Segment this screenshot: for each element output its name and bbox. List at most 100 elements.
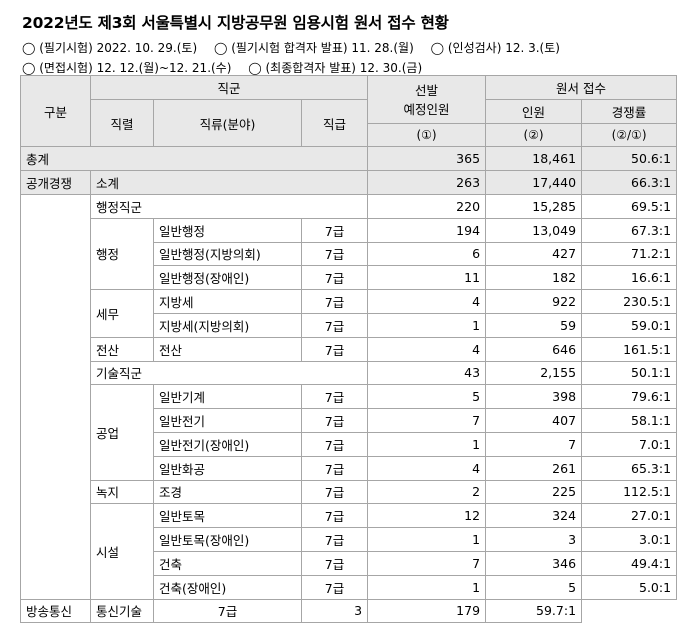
table-row: 지방세(지방의회) 7급 1 59 59.0:1: [21, 312, 678, 338]
table-row: 일반화공 7급 4 261 65.3:1: [21, 455, 678, 481]
series-cell: 전산: [90, 336, 154, 362]
ratio-cell: 27.0:1: [581, 503, 678, 529]
applicants-cell: 182: [485, 265, 583, 291]
header-selection: 선발 예정인원: [367, 75, 487, 124]
grade-cell: 7급: [300, 241, 369, 267]
table-row: 녹지 조경 7급 2 225 112.5:1: [21, 479, 678, 505]
series-cell: 방송통신: [20, 598, 91, 623]
ratio-cell: 66.3:1: [581, 170, 678, 195]
schedule-written-result: ◯ (필기시험 합격자 발표) 11. 28.(월): [213, 41, 414, 55]
ratio-cell: 7.0:1: [581, 431, 678, 457]
grade-cell: 7급: [300, 479, 369, 505]
selection-cell: 1: [367, 574, 487, 600]
grade-cell: 7급: [300, 431, 369, 457]
field-cell: 일반전기: [153, 408, 302, 433]
applicants-cell: 2,155: [485, 360, 583, 386]
ratio-cell: 65.3:1: [581, 455, 678, 481]
table-row-admin-group: 행정직군 220 15,285 69.5:1: [20, 193, 678, 600]
applicants-cell: 407: [485, 408, 583, 433]
selection-cell: 4: [367, 289, 487, 314]
applicants-cell: 7: [485, 431, 583, 457]
row-label: 소계: [89, 170, 369, 195]
selection-cell: 263: [367, 170, 487, 195]
series-cell: 시설: [90, 503, 154, 600]
applicants-cell: 18,461: [485, 146, 583, 172]
applicants-cell: 398: [485, 384, 583, 410]
selection-cell: 4: [367, 336, 487, 362]
applicants-cell: 225: [485, 479, 583, 505]
header-applicants-ref: (②): [485, 122, 583, 148]
table-row: 시설 일반토목 7급 12 324 27.0:1: [21, 503, 678, 600]
table-row: 일반토목(장애인) 7급 1 3 3.0:1: [21, 527, 678, 552]
selection-cell: 6: [367, 241, 487, 267]
header-grade: 직급: [300, 98, 369, 148]
selection-cell: 5: [367, 384, 487, 410]
header-competition-ref: (②/①): [581, 122, 678, 148]
field-cell: 건축(장애인): [153, 574, 302, 600]
table-row: 일반행정(지방의회) 7급 6 427 71.2:1: [21, 241, 678, 267]
applicants-cell: 922: [485, 289, 583, 314]
schedule-final-result: ◯ (최종합격자 발표) 12. 30.(금): [248, 61, 423, 75]
schedule-personality-test: ◯ (인성검사) 12. 3.(토): [430, 41, 560, 55]
table-row-open-subtotal: 공개경쟁 소계 263 17,440 66.3:1: [20, 170, 678, 195]
table-row: 건축 7급 7 346 49.4:1: [21, 550, 678, 576]
application-status-table: 구분 직군 선발 예정인원 원서 접수 직렬 직류(분야) 직급 인원 경쟁률 …: [19, 74, 678, 623]
applicants-cell: 427: [485, 241, 583, 267]
schedule-written-exam: ◯ (필기시험) 2022. 10. 29.(토): [22, 41, 198, 55]
ratio-cell: 3.0:1: [581, 527, 678, 552]
header-selection-line1: 선발: [415, 83, 439, 99]
ratio-cell: 112.5:1: [581, 479, 678, 505]
selection-cell: 194: [367, 217, 487, 243]
ratio-cell: 16.6:1: [581, 265, 678, 291]
selection-cell: 12: [367, 503, 487, 529]
series-cell: 세무: [90, 289, 154, 338]
ratio-cell: 161.5:1: [581, 336, 678, 362]
grade-cell: 7급: [300, 265, 369, 291]
table-row: 일반전기 7급 7 407 58.1:1: [21, 408, 678, 433]
selection-cell: 4: [367, 455, 487, 481]
selection-cell: 3: [300, 598, 369, 623]
field-cell: 일반전기(장애인): [153, 431, 302, 457]
applicants-cell: 13,049: [485, 217, 583, 243]
selection-cell: 1: [367, 431, 487, 457]
field-cell: 일반토목: [153, 503, 302, 529]
page-title: 2022년도 제3회 서울특별시 지방공무원 임용시험 원서 접수 현황: [22, 14, 449, 32]
grade-cell: 7급: [300, 550, 369, 576]
ratio-cell: 230.5:1: [581, 289, 678, 314]
category-blank-cell: [20, 193, 91, 600]
applicants-cell: 324: [485, 503, 583, 529]
ratio-cell: 59.0:1: [581, 312, 678, 338]
ratio-cell: 49.4:1: [581, 550, 678, 576]
table-row: 일반행정(장애인) 7급 11 182 16.6:1: [21, 265, 678, 291]
ratio-cell: 79.6:1: [581, 384, 678, 410]
header-selection-line2: 예정인원: [403, 102, 450, 118]
header-selection-ref: (①): [367, 122, 487, 148]
table-row-total: 총계 365 18,461 50.6:1: [19, 146, 678, 172]
series-cell: 녹지: [90, 479, 154, 505]
ratio-cell: 71.2:1: [581, 241, 678, 267]
field-cell: 조경: [153, 479, 302, 505]
ratio-cell: 59.7:1: [485, 598, 583, 623]
table-row: 공업 일반기계 7급 5 398 79.6:1: [21, 384, 678, 481]
selection-cell: 1: [367, 527, 487, 552]
schedule-interview: ◯ (면접시험) 12. 12.(월)~12. 21.(수): [22, 61, 232, 75]
applicants-cell: 646: [485, 336, 583, 362]
applicants-cell: 3: [485, 527, 583, 552]
field-cell: 일반행정: [153, 217, 302, 243]
applicants-cell: 15,285: [485, 193, 583, 219]
applicants-cell: 179: [367, 598, 487, 623]
ratio-cell: 50.1:1: [581, 360, 678, 386]
ratio-cell: 5.0:1: [581, 574, 678, 600]
grade-cell: 7급: [300, 574, 369, 600]
header-applicants: 인원: [485, 98, 583, 124]
grade-cell: 7급: [153, 598, 302, 623]
field-cell: 건축: [153, 550, 302, 576]
series-cell: 행정: [90, 217, 154, 291]
table-row: 행정 일반행정 7급 194 13,049 67.3:1: [21, 217, 678, 291]
grade-cell: 7급: [300, 408, 369, 433]
group-label: 행정직군: [89, 193, 369, 219]
group-label: 기술직군: [89, 360, 369, 386]
selection-cell: 7: [367, 408, 487, 433]
table-row: 전산 전산 7급 4 646 161.5:1: [21, 336, 678, 362]
header-competition: 경쟁률: [581, 98, 678, 124]
